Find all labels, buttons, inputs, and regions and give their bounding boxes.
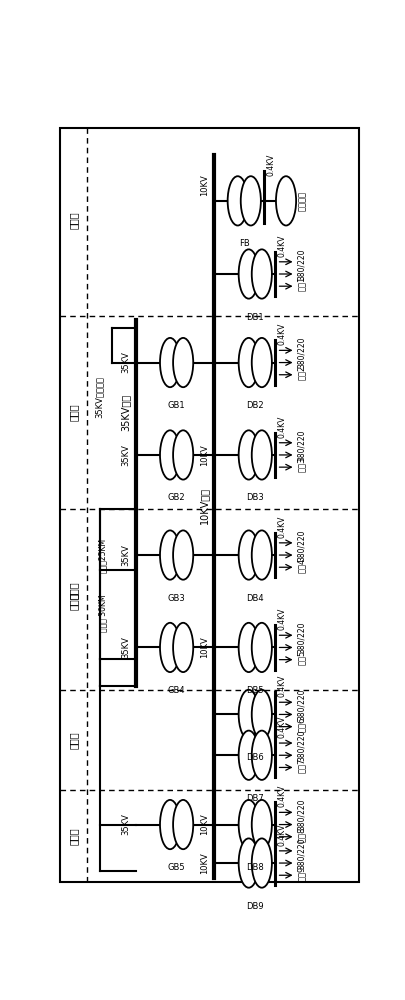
Circle shape <box>238 623 258 672</box>
Circle shape <box>251 338 271 387</box>
Text: FB: FB <box>238 239 249 248</box>
Circle shape <box>251 249 271 299</box>
Text: GB5: GB5 <box>167 863 185 872</box>
Text: DB2: DB2 <box>246 401 263 410</box>
Text: GB3: GB3 <box>167 594 185 603</box>
Circle shape <box>227 176 247 225</box>
Text: 一矿区: 一矿区 <box>68 211 78 229</box>
Text: 0.4KV: 0.4KV <box>277 823 286 846</box>
Circle shape <box>173 530 193 580</box>
Circle shape <box>238 690 258 739</box>
Text: 10KV: 10KV <box>199 637 208 658</box>
Text: 380/220: 380/220 <box>296 689 305 720</box>
Text: 380/220: 380/220 <box>296 529 305 561</box>
Circle shape <box>275 176 295 225</box>
Text: DB6: DB6 <box>246 753 264 762</box>
Text: 10KV: 10KV <box>199 852 208 874</box>
Text: 车间3: 车间3 <box>296 457 305 472</box>
Text: GB4: GB4 <box>167 686 185 695</box>
Text: 0.4KV: 0.4KV <box>277 415 286 438</box>
Text: 35KV: 35KV <box>121 814 130 835</box>
Text: 10KV母线: 10KV母线 <box>199 487 209 524</box>
Text: 0.4KV: 0.4KV <box>277 785 286 807</box>
Circle shape <box>238 338 258 387</box>
Text: 0.4KV: 0.4KV <box>277 323 286 345</box>
Text: 车间8: 车间8 <box>296 827 305 842</box>
Circle shape <box>160 623 180 672</box>
Text: 输电线 30KM: 输电线 30KM <box>98 594 107 632</box>
Circle shape <box>238 430 258 480</box>
Text: 380/220: 380/220 <box>296 799 305 830</box>
Text: 0.4KV: 0.4KV <box>277 234 286 257</box>
Text: 35KV: 35KV <box>121 544 130 566</box>
Circle shape <box>173 623 193 672</box>
Circle shape <box>251 530 271 580</box>
Text: 380/220: 380/220 <box>296 730 305 761</box>
Text: 从矿区: 从矿区 <box>68 731 78 749</box>
Text: 35KV母线: 35KV母线 <box>120 394 130 431</box>
Text: 车间6: 车间6 <box>296 717 305 732</box>
Text: 10KV: 10KV <box>199 814 208 835</box>
Text: 35KV: 35KV <box>121 352 130 373</box>
Text: 10KV: 10KV <box>199 444 208 466</box>
Circle shape <box>173 338 193 387</box>
Text: 0.4KV: 0.4KV <box>277 608 286 630</box>
Text: 三矿区: 三矿区 <box>68 827 78 845</box>
Text: 380/220: 380/220 <box>296 248 305 280</box>
Text: DB1: DB1 <box>246 312 263 322</box>
Circle shape <box>160 338 180 387</box>
Text: 35KV: 35KV <box>121 637 130 658</box>
Text: DB5: DB5 <box>246 686 263 695</box>
Text: 0.4KV: 0.4KV <box>277 716 286 738</box>
Circle shape <box>160 800 180 849</box>
Text: 二矿区: 二矿区 <box>68 592 78 610</box>
Text: GB1: GB1 <box>167 401 185 410</box>
Text: 380/220: 380/220 <box>296 837 305 869</box>
Circle shape <box>251 838 271 888</box>
Circle shape <box>251 731 271 780</box>
Text: 二矿区: 二矿区 <box>68 581 78 599</box>
Text: 35KV供电电源: 35KV供电电源 <box>95 376 104 418</box>
Circle shape <box>251 690 271 739</box>
Text: DB3: DB3 <box>246 493 264 502</box>
Text: 0.4KV: 0.4KV <box>277 515 286 538</box>
Circle shape <box>251 800 271 849</box>
Circle shape <box>238 838 258 888</box>
Text: DB8: DB8 <box>246 863 264 872</box>
Text: 车间7: 车间7 <box>296 757 305 773</box>
Text: 380/220: 380/220 <box>296 337 305 368</box>
Circle shape <box>251 430 271 480</box>
Circle shape <box>173 430 193 480</box>
Circle shape <box>251 623 271 672</box>
Text: 自发电厂: 自发电厂 <box>297 191 306 211</box>
Text: 10KV: 10KV <box>199 175 208 196</box>
Circle shape <box>160 530 180 580</box>
Text: 车间2: 车间2 <box>296 365 305 380</box>
Circle shape <box>238 530 258 580</box>
Text: DB4: DB4 <box>246 594 263 603</box>
Text: 车间4: 车间4 <box>296 557 305 573</box>
Text: 输电线25KM: 输电线25KM <box>98 537 107 573</box>
Text: 0.4KV: 0.4KV <box>266 154 275 176</box>
Text: 车间1: 车间1 <box>296 276 305 291</box>
Text: 380/220: 380/220 <box>296 429 305 461</box>
Text: GB2: GB2 <box>167 493 185 502</box>
Circle shape <box>238 800 258 849</box>
Text: 380/220: 380/220 <box>296 622 305 653</box>
Circle shape <box>173 800 193 849</box>
Circle shape <box>238 731 258 780</box>
Text: DB9: DB9 <box>246 902 263 911</box>
Text: 0.4KV: 0.4KV <box>277 675 286 697</box>
Text: 35KV: 35KV <box>121 444 130 466</box>
Text: 主矿区: 主矿区 <box>68 404 78 421</box>
Text: 车间9: 车间9 <box>296 865 305 881</box>
Circle shape <box>238 249 258 299</box>
Circle shape <box>240 176 260 225</box>
Text: 车间5: 车间5 <box>296 650 305 665</box>
Circle shape <box>160 430 180 480</box>
Text: DB7: DB7 <box>246 794 264 803</box>
